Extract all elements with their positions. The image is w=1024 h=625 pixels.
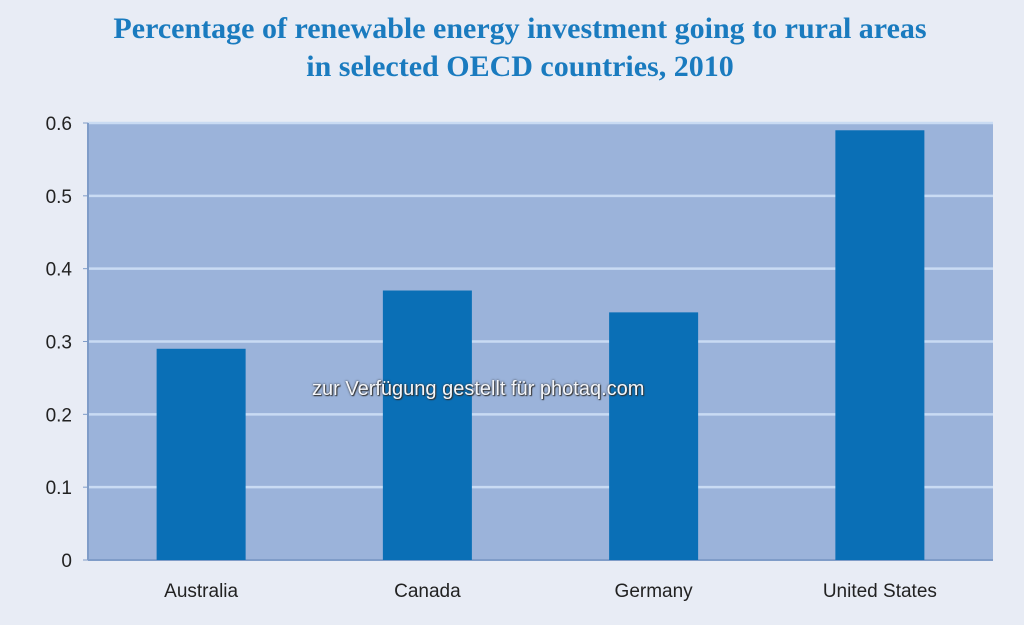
x-tick-label: Germany bbox=[615, 581, 694, 602]
title-line-1: Percentage of renewable energy investmen… bbox=[113, 12, 927, 45]
chart-title: Percentage of renewable energy investmen… bbox=[0, 10, 1024, 86]
y-tick-label: 0.6 bbox=[46, 114, 72, 135]
y-tick-label: 0.2 bbox=[46, 405, 72, 426]
watermark: zur Verfügung gestellt für photaq.com bbox=[312, 378, 645, 400]
y-tick-label: 0.3 bbox=[46, 333, 72, 354]
y-tick-label: 0.4 bbox=[46, 260, 73, 281]
bar-united-states bbox=[835, 130, 925, 561]
y-tick-label: 0 bbox=[61, 551, 72, 572]
x-tick-label: United States bbox=[823, 581, 937, 602]
title-line-2: in selected OECD countries, 2010 bbox=[306, 50, 734, 83]
x-tick-label: Australia bbox=[164, 581, 238, 602]
bar-australia bbox=[156, 348, 246, 560]
bar-germany bbox=[609, 312, 699, 560]
y-tick-label: 0.1 bbox=[46, 478, 72, 499]
bar-canada bbox=[382, 290, 472, 560]
x-tick-label: Canada bbox=[394, 581, 461, 602]
y-tick-label: 0.5 bbox=[46, 187, 72, 208]
